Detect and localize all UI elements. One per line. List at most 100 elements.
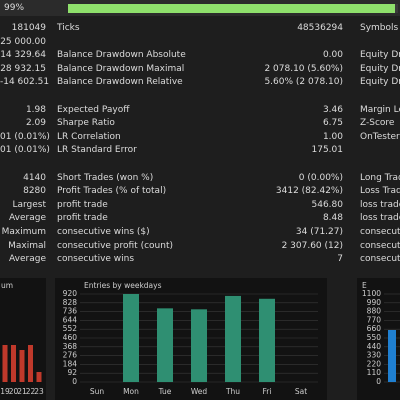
- cell: Long Trade: [360, 172, 400, 183]
- cell: consecutive profit (count): [57, 240, 173, 251]
- cell: -14 602.51: [0, 77, 50, 88]
- cell: Symbols: [360, 23, 399, 33]
- y-tick-label: 550: [367, 333, 382, 342]
- cell: Margin Lev: [360, 104, 400, 115]
- cell: LR Correlation: [57, 131, 121, 142]
- cell: 0.00: [322, 50, 343, 61]
- x-tick-label: 23: [34, 387, 44, 396]
- y-tick-label: 276: [63, 351, 78, 360]
- x-tick-label: Tue: [158, 387, 172, 396]
- cell: Balance Drawdown Maximal: [57, 63, 185, 74]
- bar: [225, 295, 241, 382]
- cell: 175.01: [311, 145, 344, 156]
- x-tick-label: 21: [17, 387, 27, 396]
- y-tick-label: 92: [67, 368, 77, 377]
- y-tick-label: 460: [63, 333, 78, 342]
- cell: profit trade: [57, 213, 108, 224]
- cell: 5.60% (2 078.10): [264, 77, 343, 88]
- progress-label: 99%: [4, 3, 25, 13]
- y-tick-label: 368: [63, 342, 78, 351]
- cell: 7: [337, 254, 343, 265]
- cell: 8.48: [322, 213, 343, 224]
- y-tick-label: 920: [63, 289, 78, 298]
- y-tick-label: 644: [63, 315, 78, 324]
- bar: [11, 345, 16, 382]
- y-tick-label: 184: [63, 359, 78, 368]
- cell: 3.46: [322, 104, 343, 115]
- cell: Maximum: [1, 227, 46, 237]
- x-tick-label: Thu: [225, 387, 240, 396]
- bar: [191, 309, 207, 382]
- bar: [388, 330, 396, 382]
- cell: Equity Draw: [360, 77, 400, 88]
- cell: 2.09: [25, 118, 46, 129]
- cell: Sharpe Ratio: [57, 118, 115, 129]
- bar: [2, 345, 8, 382]
- cell: Maximal: [8, 240, 46, 251]
- cell: profit trade: [57, 199, 108, 210]
- cell: 0 (0.00%): [298, 172, 343, 183]
- cell: Equity Draw: [360, 63, 400, 74]
- cell: Balance Drawdown Relative: [57, 77, 183, 88]
- bar: [36, 372, 42, 382]
- cell: Equity Draw: [360, 50, 400, 61]
- y-tick-label: 660: [367, 324, 382, 333]
- cell: Ticks: [57, 23, 80, 33]
- cell: Average: [9, 254, 46, 265]
- progress-track: [68, 4, 398, 13]
- cell: OnTester re: [360, 131, 400, 142]
- y-tick-label: 1100: [362, 289, 381, 298]
- y-tick-label: 440: [367, 342, 382, 351]
- y-tick-label: 220: [367, 359, 382, 368]
- cell: loss trade: [360, 199, 400, 210]
- cell: Loss Trade: [360, 186, 400, 197]
- cell: 546.80: [311, 199, 344, 210]
- bar: [259, 298, 275, 382]
- cell: 28 932.15: [0, 63, 46, 74]
- progress-fill: [68, 4, 395, 13]
- y-tick-label: 110: [367, 368, 382, 377]
- cell: Short Trades (won %): [57, 172, 154, 183]
- chart-title: E: [362, 281, 367, 290]
- cell: 01 (0.01%): [0, 131, 50, 142]
- cell: consecutive: [360, 240, 400, 251]
- y-tick-label: 770: [367, 315, 382, 324]
- cell: consecutive: [360, 254, 400, 265]
- cell: LR Standard Error: [57, 145, 137, 156]
- cell: 6.75: [322, 118, 343, 129]
- x-tick-label: 20: [9, 387, 19, 396]
- y-tick-label: 828: [63, 298, 78, 307]
- chart-title: um: [1, 281, 13, 290]
- x-tick-label: Sun: [90, 387, 105, 396]
- cell: 48536294: [297, 23, 343, 33]
- x-tick-label: 19: [0, 387, 10, 396]
- y-tick-label: 736: [63, 307, 78, 316]
- cell: consecutive wins ($): [57, 227, 150, 237]
- cell: Expected Payoff: [57, 104, 130, 115]
- y-tick-label: 0: [72, 377, 77, 386]
- cell: 34 (71.27): [295, 227, 343, 237]
- cell: 1.98: [25, 104, 46, 115]
- cell: 181049: [11, 23, 46, 33]
- cell: Balance Drawdown Absolute: [57, 50, 186, 61]
- x-tick-label: Wed: [191, 387, 208, 396]
- bar: [157, 308, 173, 382]
- cell: loss trade: [360, 213, 400, 224]
- cell: 1.00: [322, 131, 343, 142]
- cell: 8280: [23, 186, 46, 197]
- x-tick-label: 22: [26, 387, 36, 396]
- cell: 14 329.64: [0, 50, 46, 61]
- cell: Profit Trades (% of total): [57, 186, 167, 197]
- cell: 3412 (82.42%): [275, 186, 343, 197]
- y-tick-label: 0: [376, 377, 381, 386]
- bar: [123, 294, 139, 382]
- cell: consecutive: [360, 227, 400, 237]
- cell: 2 078.10 (5.60%): [264, 63, 343, 74]
- y-tick-label: 552: [63, 324, 78, 333]
- x-tick-label: Mon: [123, 387, 139, 396]
- cell: Largest: [12, 199, 46, 210]
- bar: [19, 350, 25, 382]
- cell: 25 000.00: [0, 36, 46, 47]
- x-tick-label: Fri: [263, 387, 272, 396]
